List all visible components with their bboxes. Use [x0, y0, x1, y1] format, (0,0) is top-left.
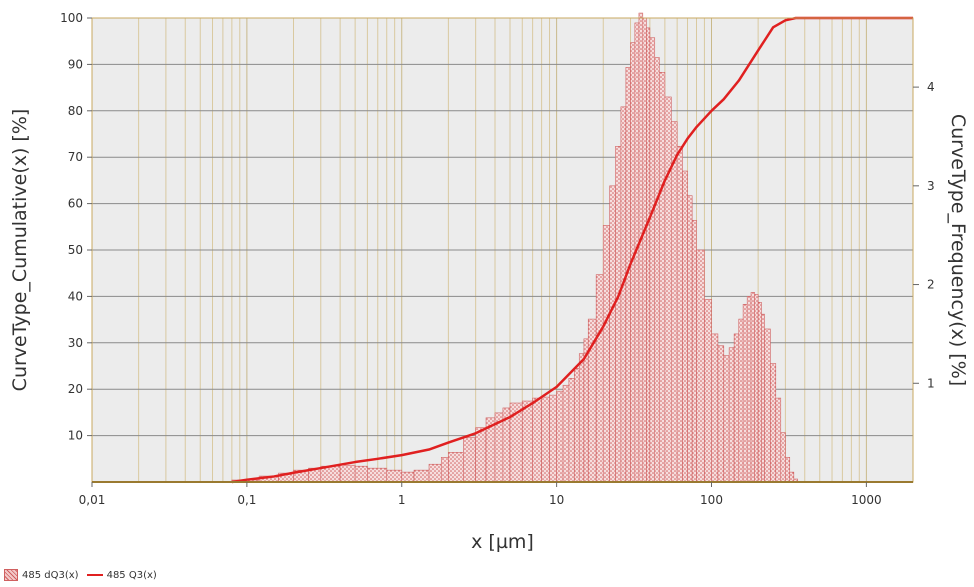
x-axis-title: x [µm] [471, 531, 534, 553]
histogram-bar [615, 146, 622, 483]
histogram-bar [658, 71, 666, 483]
histogram-bar [428, 463, 442, 483]
histogram-bar [696, 249, 705, 483]
histogram-bar [761, 313, 765, 483]
histogram-bar [475, 427, 487, 483]
y-left-tick-label: 30 [68, 336, 83, 350]
y-right-tick-label: 1 [927, 376, 935, 390]
histogram-bar [401, 471, 415, 483]
histogram-bar [785, 457, 791, 483]
y-right-tick-label: 2 [927, 278, 935, 292]
histogram-bar [723, 355, 730, 483]
histogram-bar [573, 368, 580, 483]
histogram-bar [386, 469, 403, 483]
histogram-bar [609, 185, 616, 483]
histogram-bar [664, 96, 672, 483]
histogram-bar [562, 384, 570, 483]
legend: 485 dQ3(x) 485 Q3(x) [4, 567, 165, 583]
histogram-bar [670, 121, 678, 483]
hatched-bar-icon [4, 569, 18, 581]
y-left-tick-label: 10 [68, 429, 83, 443]
y-left-axis-ticks: 10 20 30 40 50 60 70 80 90 100 [60, 11, 92, 443]
y-left-tick-label: 40 [68, 289, 83, 303]
histogram-bar [754, 294, 759, 483]
y-right-axis-ticks: 1 2 3 4 [913, 80, 935, 390]
histogram-bar [780, 432, 786, 483]
histogram-bar [711, 333, 719, 483]
histogram-bar [532, 397, 542, 483]
histogram-bar [687, 195, 693, 483]
histogram-bar [733, 333, 740, 483]
x-tick-label: 0,01 [79, 493, 106, 507]
histogram-bar [568, 378, 575, 483]
histogram-bar [602, 225, 610, 483]
legend-label-frequency: 485 dQ3(x) [22, 569, 79, 581]
histogram-bar [646, 27, 651, 483]
histogram-bar [620, 106, 627, 483]
histogram-bar [339, 464, 356, 483]
x-tick-label: 1000 [851, 493, 882, 507]
x-tick-label: 1 [398, 493, 406, 507]
histogram-bar [578, 353, 585, 483]
y-right-tick-label: 4 [927, 80, 935, 94]
histogram-bar [738, 318, 744, 483]
legend-item-cumulative: 485 Q3(x) [86, 569, 157, 581]
y-left-tick-label: 70 [68, 150, 83, 164]
histogram-bar [728, 347, 735, 483]
histogram-bar [642, 17, 647, 483]
legend-label-cumulative: 485 Q3(x) [106, 569, 157, 581]
histogram-bar [463, 437, 476, 483]
red-line-icon [86, 574, 103, 576]
particle-size-chart: 0,01 0,1 1 10 100 1000 102030405060708090100 … [9, 11, 969, 553]
histogram-bar [654, 57, 660, 483]
histogram-bar [595, 274, 604, 483]
y-left-tick-label: 50 [68, 243, 83, 257]
histogram-bar [440, 457, 449, 483]
histogram-bar [413, 469, 430, 483]
histogram-bar [676, 146, 683, 483]
histogram-bar [649, 37, 656, 483]
y-left-tick-label: 100 [60, 11, 83, 25]
histogram-bar [583, 338, 589, 483]
histogram-bar [742, 303, 748, 483]
y-left-tick-label: 20 [68, 382, 83, 396]
histogram-bar [448, 452, 464, 483]
histogram-bar [549, 394, 557, 483]
histogram-bar [764, 328, 771, 483]
x-tick-label: 10 [549, 493, 564, 507]
histogram-bar [691, 220, 697, 483]
y-left-axis-title: CurveType_Cumulative(x) [%] [9, 109, 31, 392]
y-left-tick-label: 60 [68, 197, 83, 211]
legend-item-frequency: 485 dQ3(x) [4, 569, 79, 581]
histogram-bar [367, 467, 388, 483]
x-axis-ticks: 0,01 0,1 1 10 100 1000 [79, 481, 913, 507]
histogram-bar [354, 465, 368, 483]
y-right-axis-title: CurveType_Frequency(x) [%] [947, 114, 969, 386]
histogram-bar [770, 363, 777, 483]
histogram-bar [757, 302, 762, 483]
histogram-bar [556, 390, 564, 483]
histogram-bar [789, 471, 795, 483]
y-right-tick-label: 3 [927, 179, 935, 193]
histogram-bar [541, 396, 550, 483]
histogram-bar [746, 296, 752, 483]
y-left-tick-label: 90 [68, 57, 83, 71]
y-left-tick-label: 80 [68, 104, 83, 118]
histogram-bar [704, 299, 712, 483]
x-tick-label: 100 [700, 493, 723, 507]
x-tick-label: 0,1 [237, 493, 256, 507]
histogram-bar [638, 12, 644, 483]
cumulative-line [231, 16, 913, 484]
histogram-bar [775, 397, 782, 483]
histogram-bar [717, 345, 725, 483]
histogram-bar [682, 170, 688, 483]
histogram-bar [750, 292, 755, 483]
histogram-bar [521, 400, 533, 483]
